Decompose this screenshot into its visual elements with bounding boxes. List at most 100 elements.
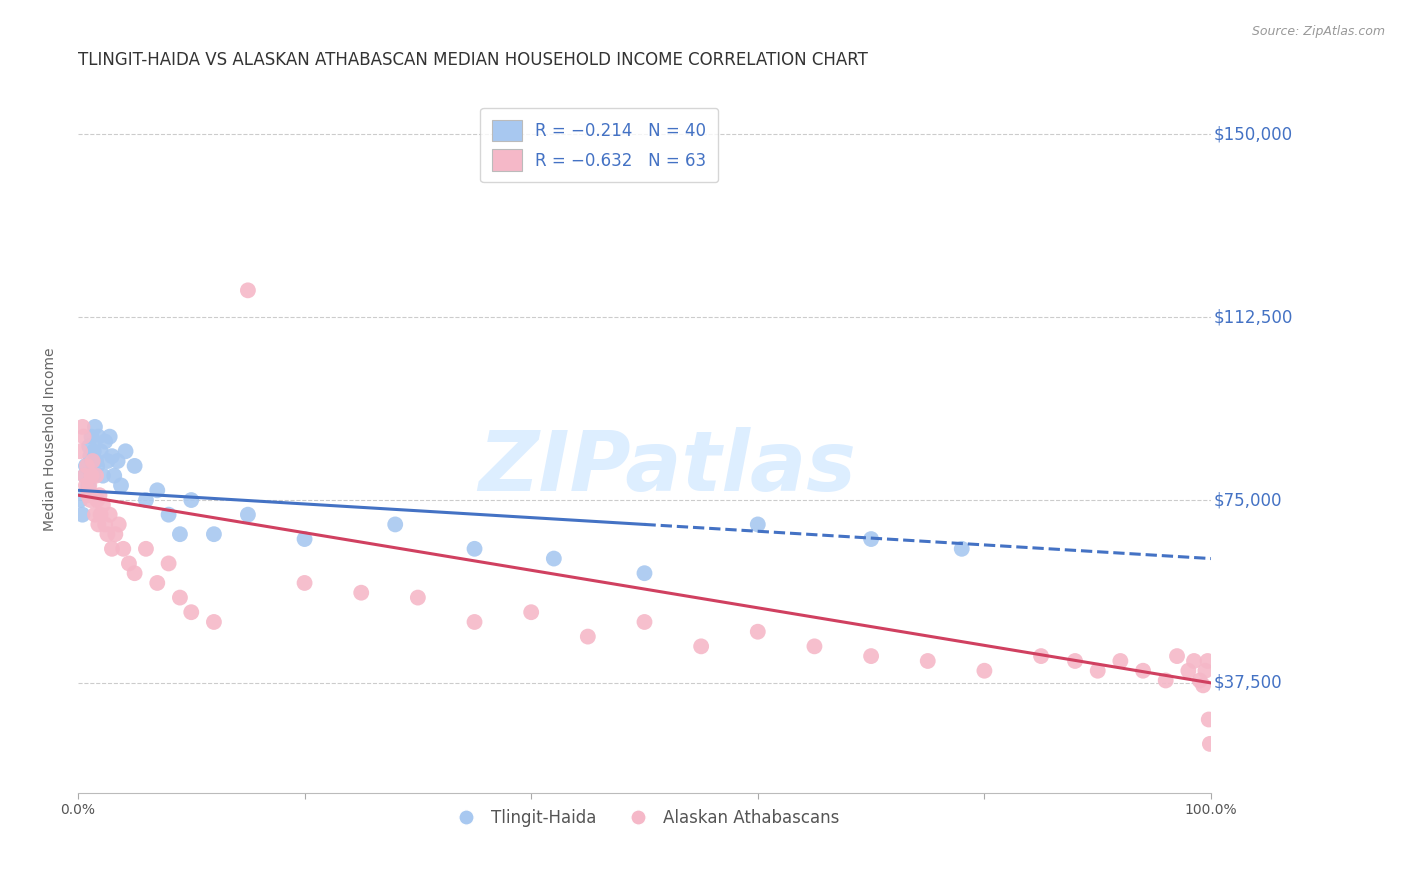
Point	[520, 605, 543, 619]
Text: $112,500: $112,500	[1213, 308, 1292, 326]
Point	[236, 508, 259, 522]
Point	[101, 541, 124, 556]
Point	[1188, 673, 1211, 688]
Point	[1177, 664, 1199, 678]
Point	[236, 283, 259, 297]
Point	[72, 508, 94, 522]
Point	[82, 468, 104, 483]
Text: $37,500: $37,500	[1213, 674, 1282, 692]
Text: ZIPatlas: ZIPatlas	[478, 427, 856, 508]
Point	[464, 541, 486, 556]
Point	[1198, 713, 1220, 727]
Point	[103, 468, 125, 483]
Text: TLINGIT-HAIDA VS ALASKAN ATHABASCAN MEDIAN HOUSEHOLD INCOME CORRELATION CHART: TLINGIT-HAIDA VS ALASKAN ATHABASCAN MEDI…	[77, 51, 868, 69]
Point	[124, 458, 146, 473]
Point	[690, 640, 713, 654]
Point	[118, 557, 141, 571]
Point	[576, 630, 599, 644]
Point	[79, 493, 101, 508]
Point	[72, 420, 94, 434]
Point	[1192, 678, 1215, 692]
Point	[1194, 664, 1216, 678]
Point	[1182, 654, 1205, 668]
Point	[101, 449, 124, 463]
Point	[84, 508, 107, 522]
Point	[112, 541, 135, 556]
Point	[543, 551, 565, 566]
Point	[79, 449, 101, 463]
Point	[84, 420, 107, 434]
Point	[77, 478, 100, 492]
Point	[146, 483, 169, 498]
Point	[110, 478, 132, 492]
Point	[83, 444, 105, 458]
Point	[72, 430, 94, 444]
Point	[406, 591, 429, 605]
Point	[76, 458, 98, 473]
Legend: Tlingit-Haida, Alaskan Athabascans: Tlingit-Haida, Alaskan Athabascans	[443, 803, 846, 834]
Point	[1166, 649, 1188, 664]
Point	[87, 430, 110, 444]
Point	[803, 640, 825, 654]
Point	[135, 493, 157, 508]
Point	[973, 664, 995, 678]
Point	[747, 624, 769, 639]
Point	[146, 576, 169, 591]
Point	[633, 566, 655, 581]
Y-axis label: Median Household Income: Median Household Income	[44, 347, 58, 531]
Point	[77, 488, 100, 502]
Point	[860, 532, 883, 546]
Point	[89, 488, 111, 502]
Point	[950, 541, 973, 556]
Point	[107, 517, 129, 532]
Point	[860, 649, 883, 664]
Point	[1197, 654, 1219, 668]
Point	[464, 615, 486, 629]
Point	[87, 517, 110, 532]
Text: Source: ZipAtlas.com: Source: ZipAtlas.com	[1251, 25, 1385, 38]
Point	[294, 532, 316, 546]
Point	[91, 498, 114, 512]
Point	[350, 585, 373, 599]
Point	[107, 454, 129, 468]
Point	[294, 576, 316, 591]
Point	[1087, 664, 1109, 678]
Point	[73, 468, 96, 483]
Point	[98, 430, 121, 444]
Point	[96, 527, 118, 541]
Point	[157, 508, 180, 522]
Point	[1199, 737, 1222, 751]
Point	[114, 444, 136, 458]
Point	[75, 458, 97, 473]
Point	[157, 557, 180, 571]
Point	[180, 605, 202, 619]
Text: $150,000: $150,000	[1213, 125, 1292, 144]
Text: $75,000: $75,000	[1213, 491, 1282, 509]
Point	[104, 527, 127, 541]
Point	[747, 517, 769, 532]
Point	[86, 458, 108, 473]
Point	[202, 615, 225, 629]
Point	[84, 454, 107, 468]
Point	[86, 493, 108, 508]
Point	[73, 468, 96, 483]
Point	[69, 444, 91, 458]
Point	[1064, 654, 1087, 668]
Point	[83, 488, 105, 502]
Point	[1154, 673, 1177, 688]
Point	[180, 493, 202, 508]
Point	[1109, 654, 1132, 668]
Point	[82, 454, 104, 468]
Point	[124, 566, 146, 581]
Point	[169, 591, 191, 605]
Point	[917, 654, 939, 668]
Point	[94, 434, 117, 449]
Point	[79, 478, 101, 492]
Point	[84, 468, 107, 483]
Point	[1132, 664, 1154, 678]
Point	[202, 527, 225, 541]
Point	[90, 444, 112, 458]
Point	[69, 493, 91, 508]
Point	[79, 439, 101, 453]
Point	[80, 430, 103, 444]
